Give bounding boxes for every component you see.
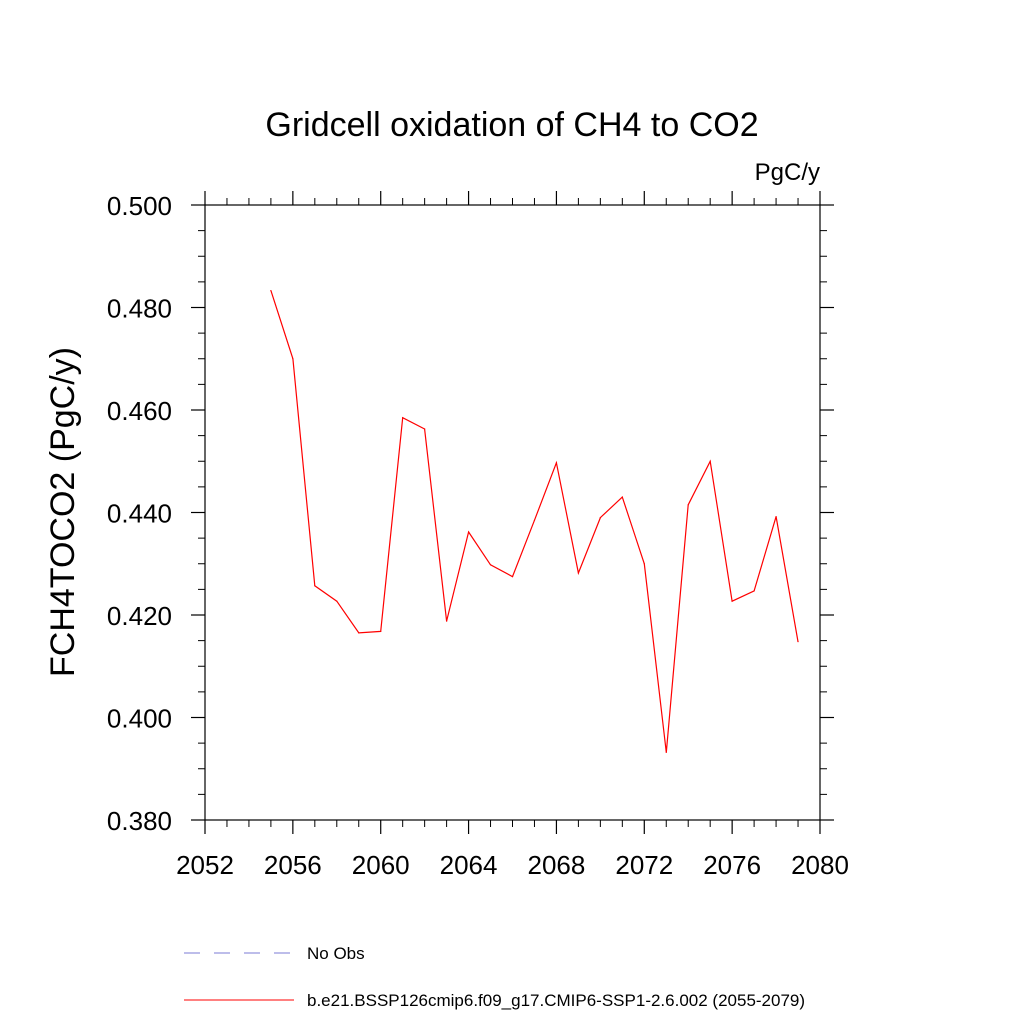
legend: No Obs b.e21.BSSP126cmip6.f09_g17.CMIP6-S… (184, 944, 805, 1010)
plot-frame (204, 204, 821, 821)
data-point (489, 564, 492, 566)
x-tick-label: 2052 (176, 850, 234, 880)
x-tick-label: 2080 (791, 850, 849, 880)
x-tick-label: 2076 (703, 850, 761, 880)
data-point (753, 590, 755, 592)
data-point (314, 585, 316, 587)
data-point (687, 504, 689, 506)
units-label: PgC/y (755, 159, 820, 186)
legend-label: b.e21.BSSP126cmip6.f09_g17.CMIP6-SSP1-2.… (307, 991, 805, 1010)
data-point (599, 517, 601, 519)
y-tick-label: 0.400 (107, 704, 172, 734)
data-point (797, 641, 799, 643)
y-axis-label: FCH4TOCO2 (PgC/y) (44, 347, 82, 677)
data-point (621, 496, 623, 498)
x-tick-label: 2060 (352, 850, 410, 880)
data-point (424, 428, 426, 430)
x-tick-label: 2056 (264, 850, 322, 880)
data-point (446, 620, 448, 622)
y-tick-label: 0.380 (107, 806, 172, 836)
minor-ticks (198, 198, 827, 827)
y-tick-labels: 0.380 0.400 0.420 0.440 0.460 0.480 0.500 (107, 191, 172, 836)
y-tick-label: 0.440 (107, 499, 172, 529)
major-ticks (191, 191, 834, 834)
y-tick-label: 0.480 (107, 294, 172, 324)
data-point (358, 632, 360, 634)
series-layer (270, 289, 799, 753)
x-tick-label: 2068 (528, 850, 586, 880)
y-tick-label: 0.420 (107, 601, 172, 631)
data-point (336, 600, 338, 602)
data-point (731, 600, 733, 602)
chart-title: Gridcell oxidation of CH4 to CO2 (265, 106, 758, 144)
data-point (665, 751, 667, 753)
x-tick-labels: 2052 2056 2060 2064 2068 2072 2076 2080 (176, 850, 849, 880)
y-tick-label: 0.500 (107, 191, 172, 221)
data-point (402, 417, 404, 419)
y-tick-label: 0.460 (107, 396, 172, 426)
legend-label: No Obs (307, 944, 365, 963)
data-point (533, 519, 536, 521)
data-point (709, 460, 711, 462)
data-point (511, 575, 514, 578)
x-tick-label: 2072 (615, 850, 673, 880)
series-line (270, 290, 799, 753)
data-point (380, 630, 382, 633)
x-tick-label: 2064 (440, 850, 498, 880)
data-point (292, 358, 294, 360)
data-point (467, 531, 470, 533)
data-point (270, 289, 272, 292)
data-point (643, 563, 645, 565)
data-point (775, 516, 777, 518)
data-point (577, 572, 579, 574)
data-point (555, 462, 558, 464)
